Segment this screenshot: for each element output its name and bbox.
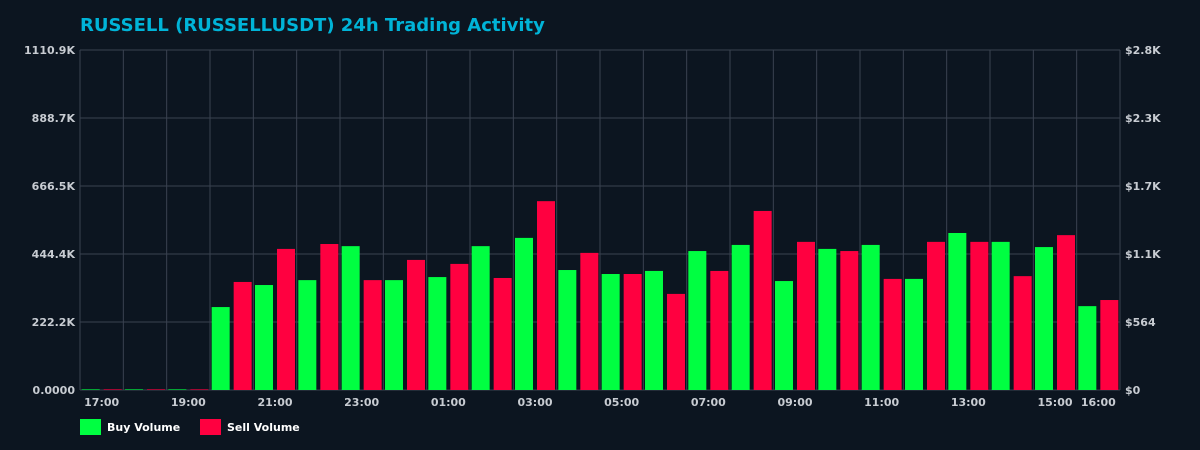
- y2-tick-label: $0: [1125, 384, 1141, 397]
- buy-bar: [905, 278, 923, 390]
- legend-buy: Buy Volume: [80, 419, 180, 435]
- x-tick-label: 15:00: [1037, 396, 1072, 409]
- x-tick-label: 21:00: [257, 396, 292, 409]
- sell-bar: [320, 244, 339, 390]
- sell-bar: [190, 389, 209, 390]
- sell-bar: [667, 293, 685, 390]
- sell-bar: [103, 389, 122, 390]
- sell-bar: [450, 263, 469, 390]
- buy-bar: [211, 307, 230, 390]
- sell-bar: [580, 252, 599, 390]
- sell-bar: [840, 251, 859, 390]
- y-tick-label: 666.5K: [32, 180, 76, 193]
- legend-sell-swatch: [200, 419, 221, 435]
- buy-bar: [861, 244, 880, 390]
- sell-bar: [797, 241, 815, 390]
- legend-buy-swatch: [80, 419, 101, 435]
- sell-bar: [753, 210, 772, 390]
- sell-bar: [970, 241, 989, 390]
- x-tick-label: 13:00: [951, 396, 986, 409]
- chart-title: RUSSELL (RUSSELLUSDT) 24h Trading Activi…: [80, 15, 545, 36]
- sell-bar: [927, 241, 945, 390]
- x-tick-label: 07:00: [691, 396, 726, 409]
- buy-bar: [1078, 306, 1097, 390]
- buy-bar: [255, 285, 273, 390]
- x-tick-label: 05:00: [604, 396, 639, 409]
- buy-bar: [645, 270, 663, 390]
- buy-bar: [81, 389, 100, 390]
- buy-bar: [991, 241, 1010, 390]
- y-tick-label: 222.2K: [32, 316, 76, 329]
- y-tick-label: 444.4K: [32, 248, 76, 261]
- y2-tick-label: $2.8K: [1125, 44, 1161, 57]
- sell-bar: [710, 270, 729, 390]
- x-tick-label: 19:00: [171, 396, 206, 409]
- y2-tick-label: $564: [1125, 316, 1156, 329]
- x-tick-label: 11:00: [864, 396, 899, 409]
- sell-bar: [1013, 276, 1032, 390]
- legend-sell: Sell Volume: [200, 419, 300, 435]
- buy-bar: [601, 274, 620, 390]
- sell-bar: [1100, 300, 1119, 390]
- buy-bar: [125, 389, 143, 390]
- buy-bar: [385, 280, 403, 390]
- sell-bar: [883, 278, 902, 390]
- buy-bar: [818, 248, 837, 390]
- buy-bar: [948, 232, 967, 390]
- buy-bar: [558, 270, 577, 390]
- sell-bar: [407, 259, 425, 390]
- x-tick-label: 01:00: [431, 396, 466, 409]
- sell-bar: [493, 277, 512, 390]
- y-tick-label: 1110.9K: [24, 44, 75, 57]
- x-tick-label: 09:00: [777, 396, 812, 409]
- x-tick-label: 03:00: [517, 396, 552, 409]
- buy-bar: [731, 244, 750, 390]
- x-tick-label: 16:00: [1081, 396, 1116, 409]
- y2-tick-label: $1.7K: [1125, 180, 1161, 193]
- y2-tick-label: $2.3K: [1125, 112, 1161, 125]
- sell-bar: [537, 201, 555, 390]
- sell-bar: [1057, 235, 1075, 390]
- buy-bar: [515, 237, 533, 390]
- sell-bar: [623, 274, 642, 390]
- buy-bar: [688, 251, 707, 390]
- buy-bar: [168, 389, 187, 390]
- buy-bar: [471, 246, 490, 390]
- legend-buy-label: Buy Volume: [107, 420, 181, 434]
- buy-bar: [1035, 247, 1053, 390]
- buy-bar: [341, 246, 360, 390]
- legend-sell-label: Sell Volume: [227, 420, 300, 434]
- sell-bar: [233, 281, 252, 390]
- x-tick-label: 23:00: [344, 396, 379, 409]
- y-tick-label: 888.7K: [32, 112, 76, 125]
- sell-bar: [277, 248, 295, 390]
- sell-bar: [147, 389, 165, 390]
- sell-bar: [363, 280, 382, 390]
- x-tick-label: 17:00: [84, 396, 119, 409]
- buy-bar: [428, 277, 447, 390]
- buy-bar: [775, 281, 793, 390]
- y-tick-label: 0.0000: [33, 384, 76, 397]
- y2-tick-label: $1.1K: [1125, 248, 1161, 261]
- buy-bar: [298, 280, 317, 390]
